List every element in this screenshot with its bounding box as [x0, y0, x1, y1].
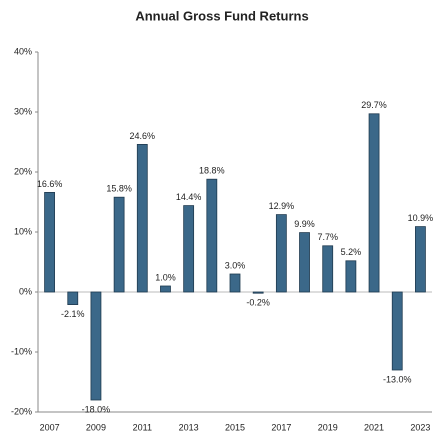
value-label: 10.9% — [408, 213, 434, 223]
value-label: 12.9% — [269, 201, 295, 211]
bar — [368, 113, 380, 293]
y-tick-label: -20% — [11, 406, 32, 416]
bar — [67, 291, 79, 306]
bar — [136, 143, 148, 293]
y-tick-label: 30% — [14, 106, 32, 116]
bar — [113, 196, 125, 293]
x-tick-label: 2009 — [86, 422, 106, 432]
chart-title: Annual Gross Fund Returns — [135, 8, 308, 23]
y-tick-label: 10% — [14, 226, 32, 236]
value-label: -2.1% — [61, 309, 85, 319]
bar — [160, 285, 171, 293]
value-label: 24.6% — [130, 131, 156, 141]
bar — [391, 291, 403, 371]
bar — [44, 191, 55, 293]
value-label: 29.7% — [361, 100, 387, 110]
y-tick-label: 40% — [14, 46, 32, 56]
x-tick-label: 2017 — [271, 422, 291, 432]
y-tick-label: 20% — [14, 166, 32, 176]
value-label: 14.4% — [176, 192, 202, 202]
x-tick-label: 2007 — [40, 422, 60, 432]
value-label: 1.0% — [155, 272, 176, 282]
bar — [275, 214, 287, 293]
x-tick-label: 2013 — [179, 422, 199, 432]
bar — [229, 273, 241, 293]
value-label: -18.0% — [82, 404, 111, 414]
bar — [183, 205, 195, 293]
bar — [299, 232, 310, 293]
bar — [345, 260, 357, 293]
x-tick-label: 2021 — [364, 422, 384, 432]
value-label: -0.2% — [246, 298, 270, 308]
value-label: 18.8% — [199, 166, 225, 176]
bar — [206, 178, 218, 293]
value-label: -13.0% — [383, 374, 412, 384]
value-label: 3.0% — [225, 260, 246, 270]
x-tick-label: 2015 — [225, 422, 245, 432]
bar — [252, 291, 264, 294]
value-label: 7.7% — [317, 232, 338, 242]
value-label: 15.8% — [106, 184, 132, 194]
bar — [322, 245, 334, 293]
y-tick-label: 0% — [19, 286, 32, 296]
y-tick-label: -10% — [11, 346, 32, 356]
bar — [90, 291, 102, 401]
x-tick-label: 2011 — [133, 422, 152, 432]
value-label: 5.2% — [341, 247, 362, 257]
value-label: 16.6% — [37, 179, 63, 189]
x-tick-label: 2023 — [410, 422, 430, 432]
bar — [415, 226, 426, 293]
x-tick-label: 2019 — [318, 422, 338, 432]
value-label: 9.9% — [294, 219, 315, 229]
